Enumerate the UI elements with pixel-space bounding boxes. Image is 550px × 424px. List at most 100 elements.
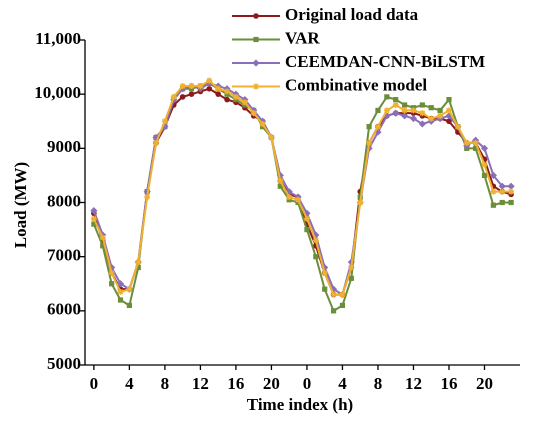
y-tick-label: 10,000 [34,83,81,102]
marker [445,107,452,114]
marker [259,120,266,127]
marker [401,102,408,108]
marker [304,226,310,233]
x-tick-label: 0 [90,374,99,393]
marker [286,194,293,201]
marker [348,264,355,271]
marker [215,85,222,92]
marker [419,110,426,117]
x-tick-label: 0 [303,374,312,393]
marker [437,107,443,114]
marker [109,281,115,287]
x-tick-label: 16 [227,374,244,393]
marker [277,177,284,184]
marker [481,161,488,168]
marker [90,207,98,215]
marker [312,237,319,244]
marker [375,107,381,114]
marker [428,105,434,111]
marker [437,112,444,119]
marker [197,83,204,90]
marker [322,286,328,292]
marker [117,288,124,295]
legend-marker [253,83,259,90]
marker [339,302,346,309]
x-tick-label: 20 [476,374,493,393]
marker [330,308,337,314]
marker [224,96,230,103]
marker [384,94,390,100]
marker [428,115,435,122]
marker [144,194,151,201]
marker [206,77,213,84]
marker [99,234,106,241]
y-tick-label: 11,000 [35,29,81,48]
marker [463,139,470,146]
marker [357,199,364,206]
marker [339,291,346,298]
marker [116,280,125,288]
marker [153,139,160,146]
marker [490,188,497,195]
marker [480,144,489,152]
marker [499,199,505,206]
y-axis-label: Load (MW) [11,162,30,248]
marker [392,102,399,108]
marker [419,102,425,108]
x-axis-label: Time index (h) [247,395,353,414]
marker [330,291,337,298]
marker [454,123,461,130]
legend-marker [252,59,260,67]
marker [472,139,479,146]
marker [508,199,514,206]
marker [374,123,381,130]
legend-label: VAR [285,28,320,47]
marker [268,134,275,141]
marker [117,297,124,303]
marker [313,254,319,260]
marker [126,286,133,293]
x-tick-label: 8 [161,374,170,393]
marker [410,107,417,114]
y-tick-label: 6000 [47,300,81,319]
x-tick-label: 12 [192,374,209,393]
marker [392,109,400,117]
marker [224,88,231,95]
marker [179,94,186,100]
y-tick-label: 5000 [47,354,81,373]
marker [250,110,257,117]
x-tick-label: 20 [263,374,280,393]
x-tick-label: 16 [440,374,457,393]
marker [508,188,515,195]
legend-label: Original load data [285,5,419,24]
marker [366,139,373,146]
marker [366,124,372,130]
marker [418,120,426,128]
marker [499,188,506,195]
x-tick-label: 8 [374,374,383,393]
x-tick-label: 4 [338,374,347,393]
marker [507,182,515,190]
marker [232,93,239,100]
legend-label: Combinative model [285,75,427,94]
marker [206,85,213,92]
legend-label: CEEMDAN-CNN-BiLSTM [285,52,485,71]
y-tick-label: 9000 [47,137,81,156]
x-tick-label: 12 [405,374,422,393]
marker [179,83,186,90]
marker [170,93,177,100]
marker [215,91,221,97]
marker [126,302,132,309]
marker [489,171,497,179]
marker [161,118,168,125]
marker [295,196,302,203]
y-tick-label: 7000 [47,246,81,265]
marker [446,118,452,125]
marker [188,83,195,90]
marker [401,112,409,120]
marker [303,215,310,222]
marker [321,269,328,276]
legend-marker [253,13,259,19]
marker [393,96,399,103]
